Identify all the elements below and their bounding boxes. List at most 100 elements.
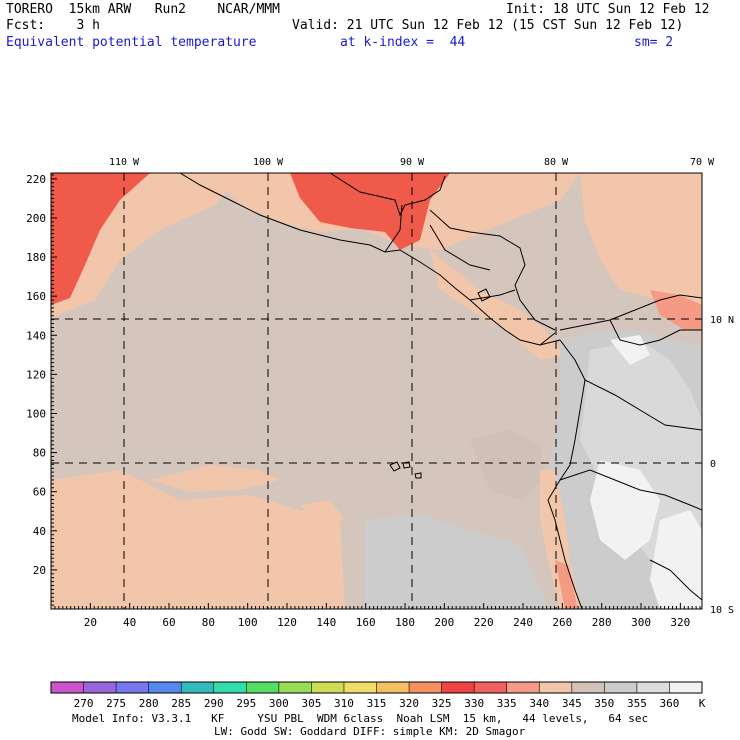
lat-label: 0: [710, 459, 716, 470]
colorbar-swatch: [51, 682, 85, 693]
colorbar-label: 295: [236, 697, 256, 710]
lon-label: 70 W: [690, 157, 715, 168]
smoothing-label: sm= 2: [634, 35, 674, 50]
colorbar-label: 305: [301, 697, 321, 710]
level-label: at k-index = 44: [340, 35, 466, 50]
colorbar-label: 330: [464, 697, 484, 710]
axis-ticks: [51, 174, 701, 609]
coastline-venezuela: [609, 319, 702, 346]
colorbar-label: 340: [529, 697, 549, 710]
galapagos-3: [414, 472, 422, 479]
field-hot-coast-sa: [555, 560, 578, 609]
colorbar-swatch: [441, 682, 475, 693]
header-valid-time: Valid: 21 UTC Sun 12 Feb 12 (15 CST Sun …: [292, 18, 684, 33]
lon-label: 100 W: [253, 157, 284, 168]
colorbar-swatch: [148, 682, 182, 693]
x-tick-label: 200: [434, 616, 454, 629]
lake-nicaragua: [477, 288, 491, 302]
colorbar-swatch: [506, 682, 540, 693]
x-tick-label: 60: [162, 616, 175, 629]
colorbar-label: 275: [106, 697, 126, 710]
colorbar-swatch: [669, 682, 703, 693]
map-field: [51, 173, 702, 609]
x-tick-label: 180: [395, 616, 415, 629]
field-warm-caribbean: [580, 173, 702, 330]
colorbar-unit: K: [699, 697, 706, 710]
y-tick-label: 220: [26, 173, 46, 186]
field-warm-band-s: [51, 470, 345, 609]
x-tick-label: 80: [202, 616, 215, 629]
header-line1-left: TORERO 15km ARW Run2 NCAR/MMM: [6, 2, 280, 17]
colorbar-label: 350: [594, 697, 614, 710]
y-tick-label: 180: [26, 251, 46, 264]
field-cold-andes-2: [650, 510, 702, 609]
colorbar-swatch: [311, 682, 345, 693]
x-tick-label: 320: [670, 616, 690, 629]
y-tick-label: 80: [33, 447, 46, 460]
header-forecast-hour: Fcst: 3 h: [6, 18, 100, 33]
coastline-yucatan: [329, 173, 446, 217]
x-tick-label: 220: [474, 616, 494, 629]
colorbar-label: 310: [334, 697, 354, 710]
border-nicaragua: [469, 289, 516, 301]
colorbar-label: 300: [269, 697, 289, 710]
colorbar-label: 315: [367, 697, 387, 710]
colorbar-label: 290: [204, 697, 224, 710]
field-name: Equivalent potential temperature: [6, 35, 257, 50]
border-honduras: [429, 224, 491, 271]
colorbar-swatch: [213, 682, 247, 693]
y-tick-label: 40: [33, 525, 46, 538]
header-init-time: Init: 18 UTC Sun 12 Feb 12: [506, 2, 710, 17]
colorbar-label: 335: [497, 697, 517, 710]
colorbar-label: 285: [171, 697, 191, 710]
coastline-caribbean-ca: [429, 209, 556, 331]
x-tick-label: 260: [552, 616, 572, 629]
colorbar-swatch: [278, 682, 312, 693]
colorbar-swatch: [83, 682, 117, 693]
x-tick-label: 300: [631, 616, 651, 629]
colorbar-label: 320: [399, 697, 419, 710]
lon-label: 80 W: [544, 157, 569, 168]
model-info-line2: LW: Godd SW: Goddard DIFF: simple KM: 2D…: [214, 725, 526, 738]
lon-label: 110 W: [109, 157, 140, 168]
colorbar: [50, 681, 703, 694]
colorbar-label: 270: [74, 697, 94, 710]
field-cool-sc: [365, 515, 545, 609]
x-tick-label: 280: [592, 616, 612, 629]
field-cooler-land: [580, 340, 702, 560]
colorbar-label: 360: [660, 697, 680, 710]
x-tick-label: 160: [356, 616, 376, 629]
y-tick-label: 140: [26, 329, 46, 342]
field-warm-patch-s1: [150, 465, 280, 492]
colorbar-label: 325: [432, 697, 452, 710]
colorbar-swatch: [181, 682, 215, 693]
colorbar-swatch: [604, 682, 638, 693]
coastline-mexico: [179, 173, 401, 253]
y-tick-label: 60: [33, 486, 46, 499]
colorbar-swatch: [571, 682, 605, 693]
x-tick-label: 20: [84, 616, 97, 629]
coastline-colombia-north: [559, 294, 702, 331]
border-ecuador-peru: [559, 469, 702, 511]
field-hot-n: [290, 173, 450, 250]
border-colombia-ecuador: [584, 379, 702, 431]
lat-label: 10 S: [710, 605, 734, 616]
galapagos-2: [402, 461, 411, 469]
field-hot-caribbean: [650, 290, 702, 330]
colorbar-swatch: [636, 682, 670, 693]
colorbar-label: 355: [627, 697, 647, 710]
colorbar-swatch: [539, 682, 573, 693]
colorbar-label: 280: [139, 697, 159, 710]
colorbar-swatch: [409, 682, 443, 693]
border-guatemala: [384, 204, 403, 253]
colorbar-swatch: [376, 682, 410, 693]
map-frame: [50, 172, 703, 610]
x-tick-label: 240: [513, 616, 533, 629]
field-cold-andes-1: [590, 460, 660, 560]
colorbar-swatch: [246, 682, 280, 693]
colorbar-label: 345: [562, 697, 582, 710]
colorbar-swatch: [343, 682, 377, 693]
colorbar-swatch: [116, 682, 150, 693]
field-hot-nw: [51, 173, 150, 305]
